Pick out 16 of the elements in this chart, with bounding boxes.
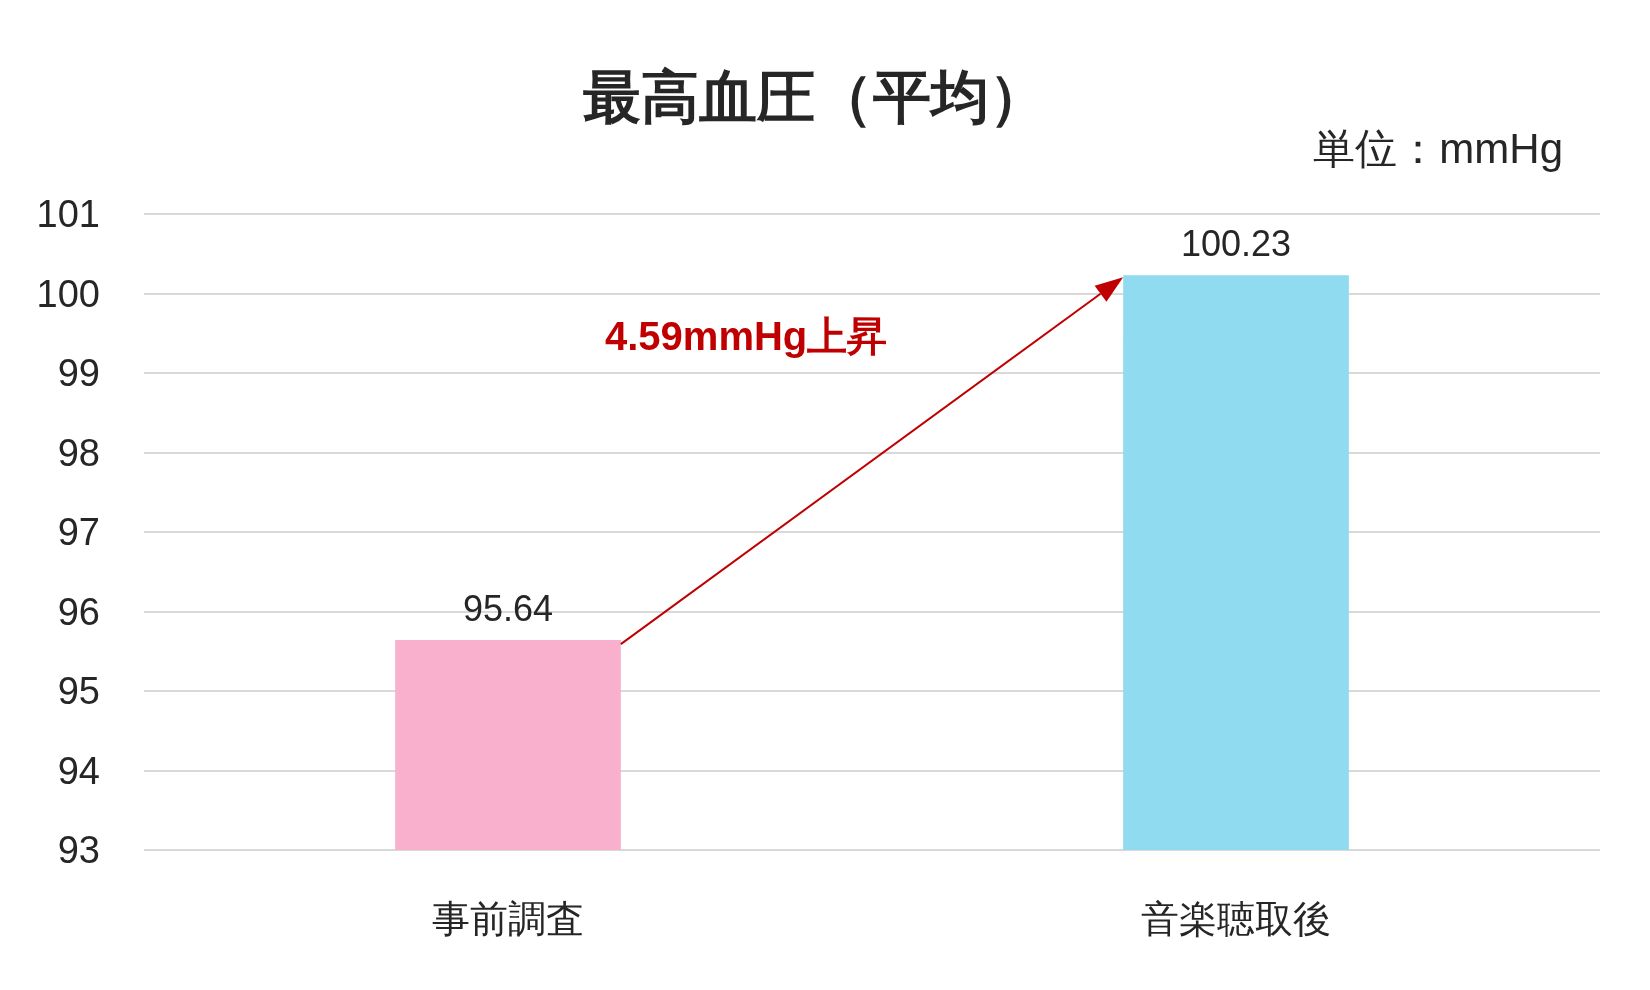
y-tick-label: 98 [57,431,100,474]
y-tick-label: 97 [57,511,100,553]
x-tick-label: 音楽聴取後 [1141,898,1331,940]
y-tick-label: 100 [36,272,100,315]
y-tick-label: 93 [57,829,100,871]
y-tick-label: 96 [57,590,100,633]
y-axis-title: 単位：mmHg [1313,124,1564,172]
y-tick-label: 95 [57,670,100,712]
chart-title: 最高血圧（平均） [583,63,1047,129]
y-tick-label: 99 [57,352,100,394]
y-tick-label: 94 [57,749,100,792]
y-tick-label: 101 [36,193,100,235]
x-tick-label: 事前調査 [432,898,584,940]
annotation: 4.59mmHg上昇 [605,314,888,358]
data-label: 100.23 [1180,222,1292,264]
data-label: 95.64 [462,587,554,629]
